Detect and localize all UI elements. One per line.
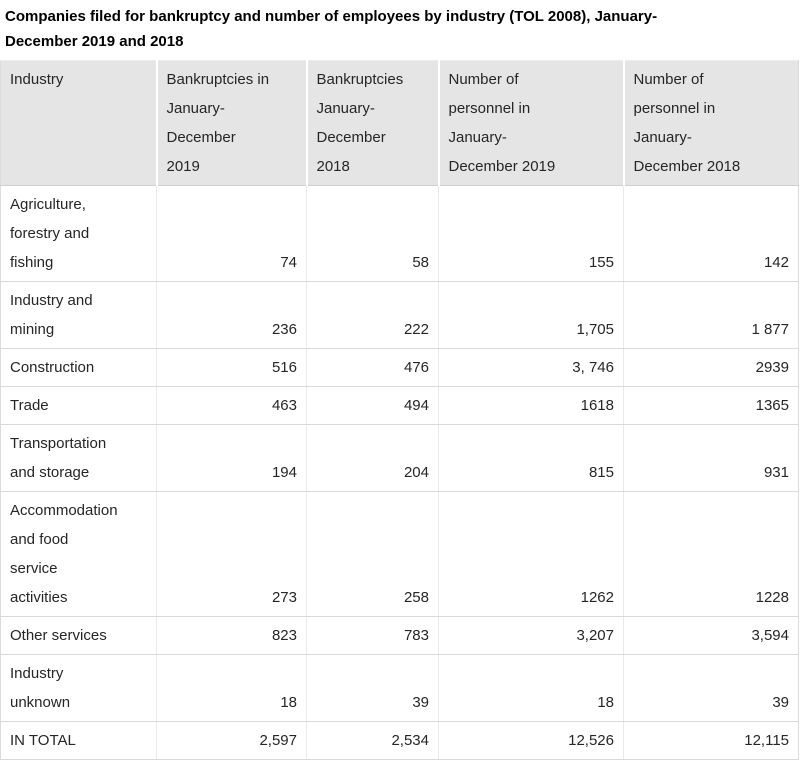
value-cell: 18 bbox=[156, 654, 307, 722]
value-cell: 236 bbox=[156, 281, 307, 349]
value-cell: 1228 bbox=[623, 491, 799, 617]
value-cell: 3, 746 bbox=[438, 348, 624, 387]
value-cell: 2939 bbox=[623, 348, 799, 387]
value-cell: 476 bbox=[306, 348, 439, 387]
value-cell: 1365 bbox=[623, 386, 799, 425]
bankruptcy-table: Industry Bankruptcies in January- Decemb… bbox=[0, 60, 799, 760]
value-cell: 142 bbox=[623, 185, 799, 282]
value-cell: 1 877 bbox=[623, 281, 799, 349]
value-cell: 931 bbox=[623, 424, 799, 492]
table-row-transportation: Transportation and storage 194 204 815 9… bbox=[0, 424, 799, 492]
row-label: Other services bbox=[0, 616, 157, 655]
page-title: Companies filed for bankruptcy and numbe… bbox=[5, 8, 658, 50]
header-row: Industry Bankruptcies in January- Decemb… bbox=[0, 60, 799, 186]
table-row-agriculture: Agriculture, forestry and fishing 74 58 … bbox=[0, 185, 799, 282]
value-cell: 1618 bbox=[438, 386, 624, 425]
row-label: Construction bbox=[0, 348, 157, 387]
value-cell: 516 bbox=[156, 348, 307, 387]
value-cell: 155 bbox=[438, 185, 624, 282]
column-header-industry: Industry bbox=[0, 60, 158, 186]
value-cell: 74 bbox=[156, 185, 307, 282]
column-header-bankruptcies-2018: Bankruptcies January- December 2018 bbox=[306, 60, 440, 186]
value-cell: 2,597 bbox=[156, 721, 307, 760]
value-cell: 222 bbox=[306, 281, 439, 349]
value-cell: 3,594 bbox=[623, 616, 799, 655]
table-row-construction: Construction 516 476 3, 746 2939 bbox=[0, 348, 799, 387]
value-cell: 18 bbox=[438, 654, 624, 722]
row-label: IN TOTAL bbox=[0, 721, 157, 760]
column-header-bankruptcies-2019: Bankruptcies in January- December 2019 bbox=[156, 60, 308, 186]
table-row-industry-mining: Industry and mining 236 222 1,705 1 877 bbox=[0, 281, 799, 349]
row-label: Agriculture, forestry and fishing bbox=[0, 185, 157, 282]
value-cell: 204 bbox=[306, 424, 439, 492]
value-cell: 12,115 bbox=[623, 721, 799, 760]
row-label: Transportation and storage bbox=[0, 424, 157, 492]
value-cell: 58 bbox=[306, 185, 439, 282]
value-cell: 258 bbox=[306, 491, 439, 617]
table-row-accommodation: Accommodation and food service activitie… bbox=[0, 491, 799, 617]
table-row-other-services: Other services 823 783 3,207 3,594 bbox=[0, 616, 799, 655]
value-cell: 463 bbox=[156, 386, 307, 425]
value-cell: 494 bbox=[306, 386, 439, 425]
row-label: Trade bbox=[0, 386, 157, 425]
value-cell: 39 bbox=[306, 654, 439, 722]
row-label: Industry unknown bbox=[0, 654, 157, 722]
value-cell: 194 bbox=[156, 424, 307, 492]
value-cell: 3,207 bbox=[438, 616, 624, 655]
value-cell: 815 bbox=[438, 424, 624, 492]
column-header-personnel-2018: Number of personnel in January- December… bbox=[623, 60, 799, 186]
value-cell: 273 bbox=[156, 491, 307, 617]
value-cell: 1262 bbox=[438, 491, 624, 617]
value-cell: 39 bbox=[623, 654, 799, 722]
table-row-trade: Trade 463 494 1618 1365 bbox=[0, 386, 799, 425]
value-cell: 12,526 bbox=[438, 721, 624, 760]
value-cell: 2,534 bbox=[306, 721, 439, 760]
table-row-industry-unknown: Industry unknown 18 39 18 39 bbox=[0, 654, 799, 722]
table-row-in-total: IN TOTAL 2,597 2,534 12,526 12,115 bbox=[0, 721, 799, 760]
value-cell: 823 bbox=[156, 616, 307, 655]
value-cell: 783 bbox=[306, 616, 439, 655]
column-header-personnel-2019: Number of personnel in January- December… bbox=[438, 60, 625, 186]
row-label: Industry and mining bbox=[0, 281, 157, 349]
row-label: Accommodation and food service activitie… bbox=[0, 491, 157, 617]
value-cell: 1,705 bbox=[438, 281, 624, 349]
